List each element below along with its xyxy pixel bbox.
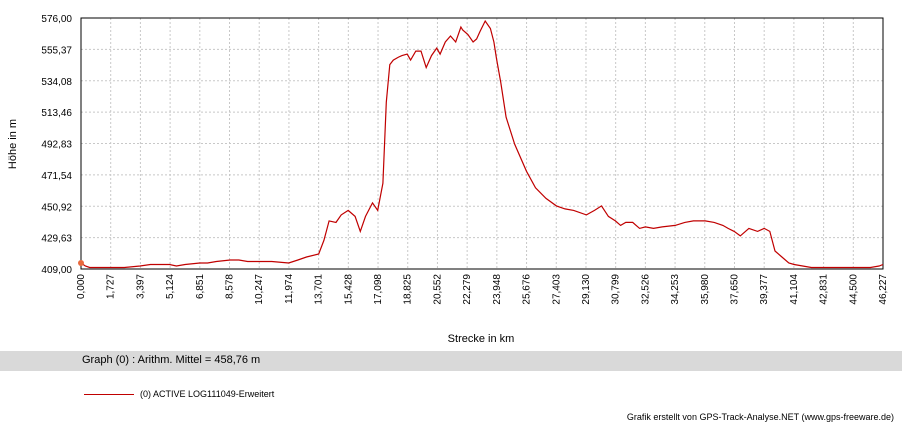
x-tick-label: 44,500 <box>848 274 859 305</box>
x-tick-label: 1,727 <box>106 274 117 299</box>
plot-frame <box>80 17 884 270</box>
x-tick-label: 20,552 <box>432 274 443 305</box>
x-tick-label: 5,124 <box>165 274 176 299</box>
x-tick-label: 35,980 <box>700 274 711 305</box>
x-tick-label: 15,428 <box>343 274 354 305</box>
elevation-series-line <box>80 19 884 269</box>
y-axis-label: Höhe in m <box>7 119 19 169</box>
stats-summary: Graph (0) : Arithm. Mittel = 458,76 m <box>82 354 261 366</box>
y-tick-label: 513,46 <box>41 108 72 119</box>
grid-lines <box>80 17 884 270</box>
y-tick-labels: 576,00 555,37 534,08 513,46 492,83 471,54 450,… <box>41 14 72 276</box>
x-axis-label: Strecke in km <box>448 333 515 345</box>
y-tick-label: 576,00 <box>41 14 72 25</box>
x-tick-label: 22,279 <box>462 274 473 305</box>
x-tick-label: 29,130 <box>581 274 592 305</box>
stats-bar <box>0 351 902 371</box>
start-marker <box>78 259 84 266</box>
x-tick-label: 10,247 <box>254 274 265 305</box>
x-tick-label: 46,227 <box>878 274 889 305</box>
x-tick-label: 39,377 <box>759 274 770 305</box>
y-tick-label: 450,92 <box>41 202 72 213</box>
x-tick-label: 34,253 <box>670 274 681 305</box>
x-tick-label: 0,000 <box>76 274 87 299</box>
x-tick-label: 3,397 <box>135 274 146 299</box>
x-tick-label: 11,974 <box>284 274 295 304</box>
x-tick-label: 6,851 <box>195 274 206 299</box>
x-tick-label: 27,403 <box>551 274 562 305</box>
x-tick-label: 23,948 <box>492 274 503 305</box>
elevation-chart: 576,00 555,37 534,08 513,46 492,83 471,54 450,… <box>7 14 889 345</box>
x-tick-labels: 0,000 1,727 3,397 5,124 6,851 8,578 10,247 11,9… <box>76 274 889 305</box>
y-tick-label: 471,54 <box>41 171 72 182</box>
y-tick-label: 555,37 <box>41 45 72 56</box>
legend-swatch <box>84 394 134 395</box>
x-tick-label: 32,526 <box>640 274 651 305</box>
credit-text: Grafik erstellt von GPS-Track-Analyse.NE… <box>626 412 894 422</box>
x-tick-label: 8,578 <box>225 274 236 299</box>
y-tick-label: 492,83 <box>41 140 72 151</box>
x-tick-label: 42,831 <box>819 274 830 305</box>
x-tick-label: 37,650 <box>729 274 740 305</box>
y-tick-label: 409,00 <box>41 265 72 276</box>
x-tick-label: 41,104 <box>789 274 800 305</box>
x-tick-label: 13,701 <box>314 274 325 305</box>
legend-label: (0) ACTIVE LOG111049-Erweitert <box>140 389 275 399</box>
x-tick-label: 25,676 <box>522 274 533 305</box>
y-tick-label: 429,63 <box>41 234 72 245</box>
x-tick-label: 30,799 <box>611 274 622 305</box>
y-tick-label: 534,08 <box>41 77 72 88</box>
x-tick-label: 17,098 <box>373 274 384 305</box>
x-tick-label: 18,825 <box>403 274 414 305</box>
